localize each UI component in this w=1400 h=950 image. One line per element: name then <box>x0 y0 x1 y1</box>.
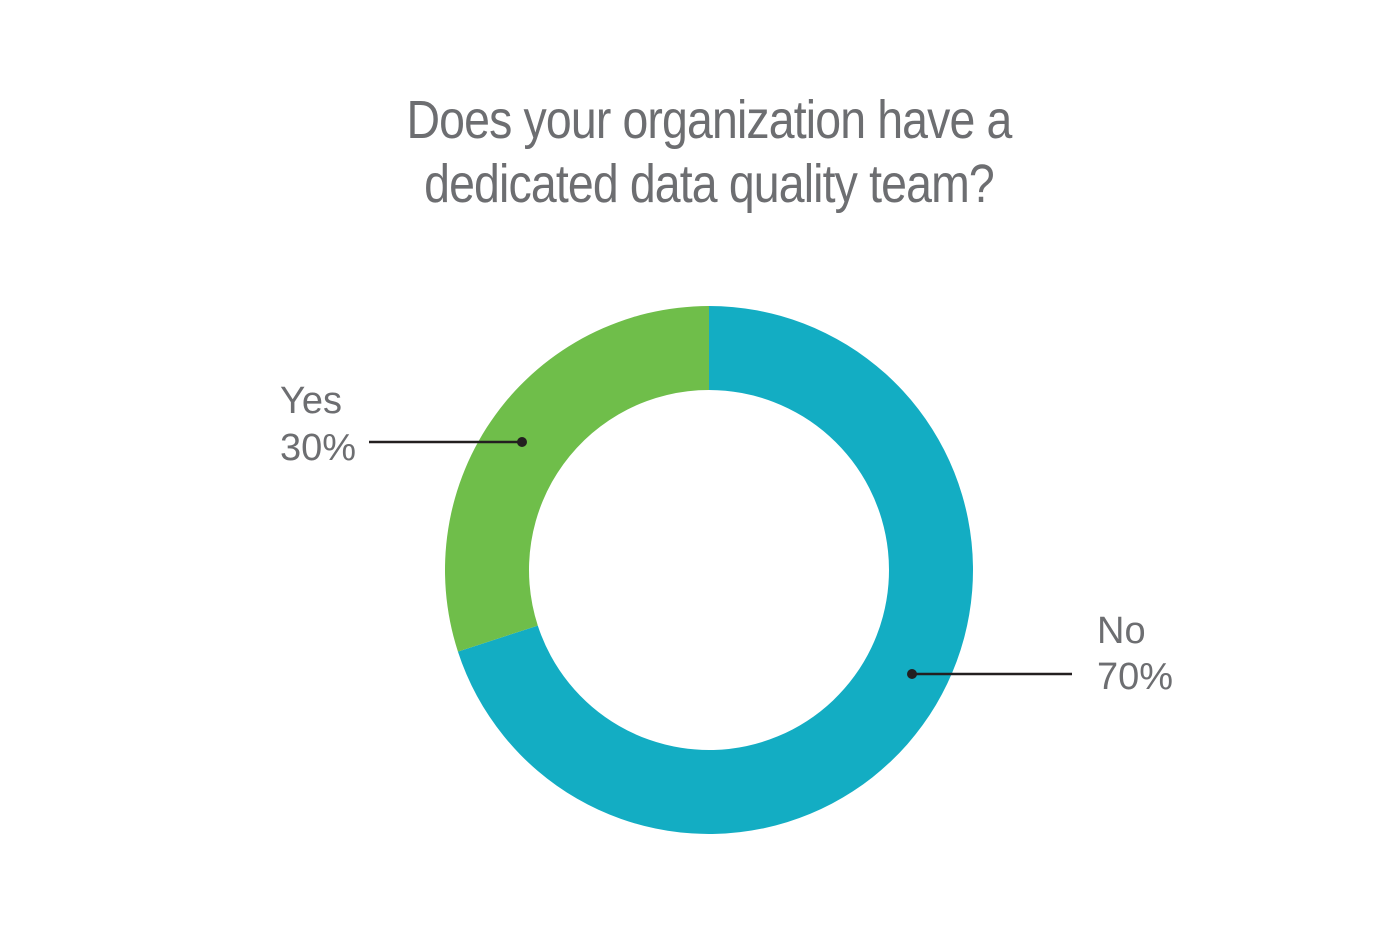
callout-dot-yes <box>517 437 527 447</box>
label-no-value: 70% <box>1097 656 1173 698</box>
label-yes: Yes 30% <box>280 380 356 469</box>
label-yes-value: 30% <box>280 427 356 469</box>
label-yes-name: Yes <box>280 380 342 422</box>
donut-callouts <box>369 437 1072 679</box>
callout-dot-no <box>907 669 917 679</box>
slice-yes <box>445 306 709 652</box>
chart-title-line-2: dedicated data quality team? <box>424 154 995 214</box>
chart-title: Does your organization have a dedicated … <box>99 88 1318 216</box>
slice-no <box>457 306 974 834</box>
chart-title-line-1: Does your organization have a <box>406 90 1013 150</box>
label-no-name: No <box>1097 610 1146 652</box>
donut-slices <box>445 306 974 834</box>
label-no: No 70% <box>1097 610 1173 698</box>
